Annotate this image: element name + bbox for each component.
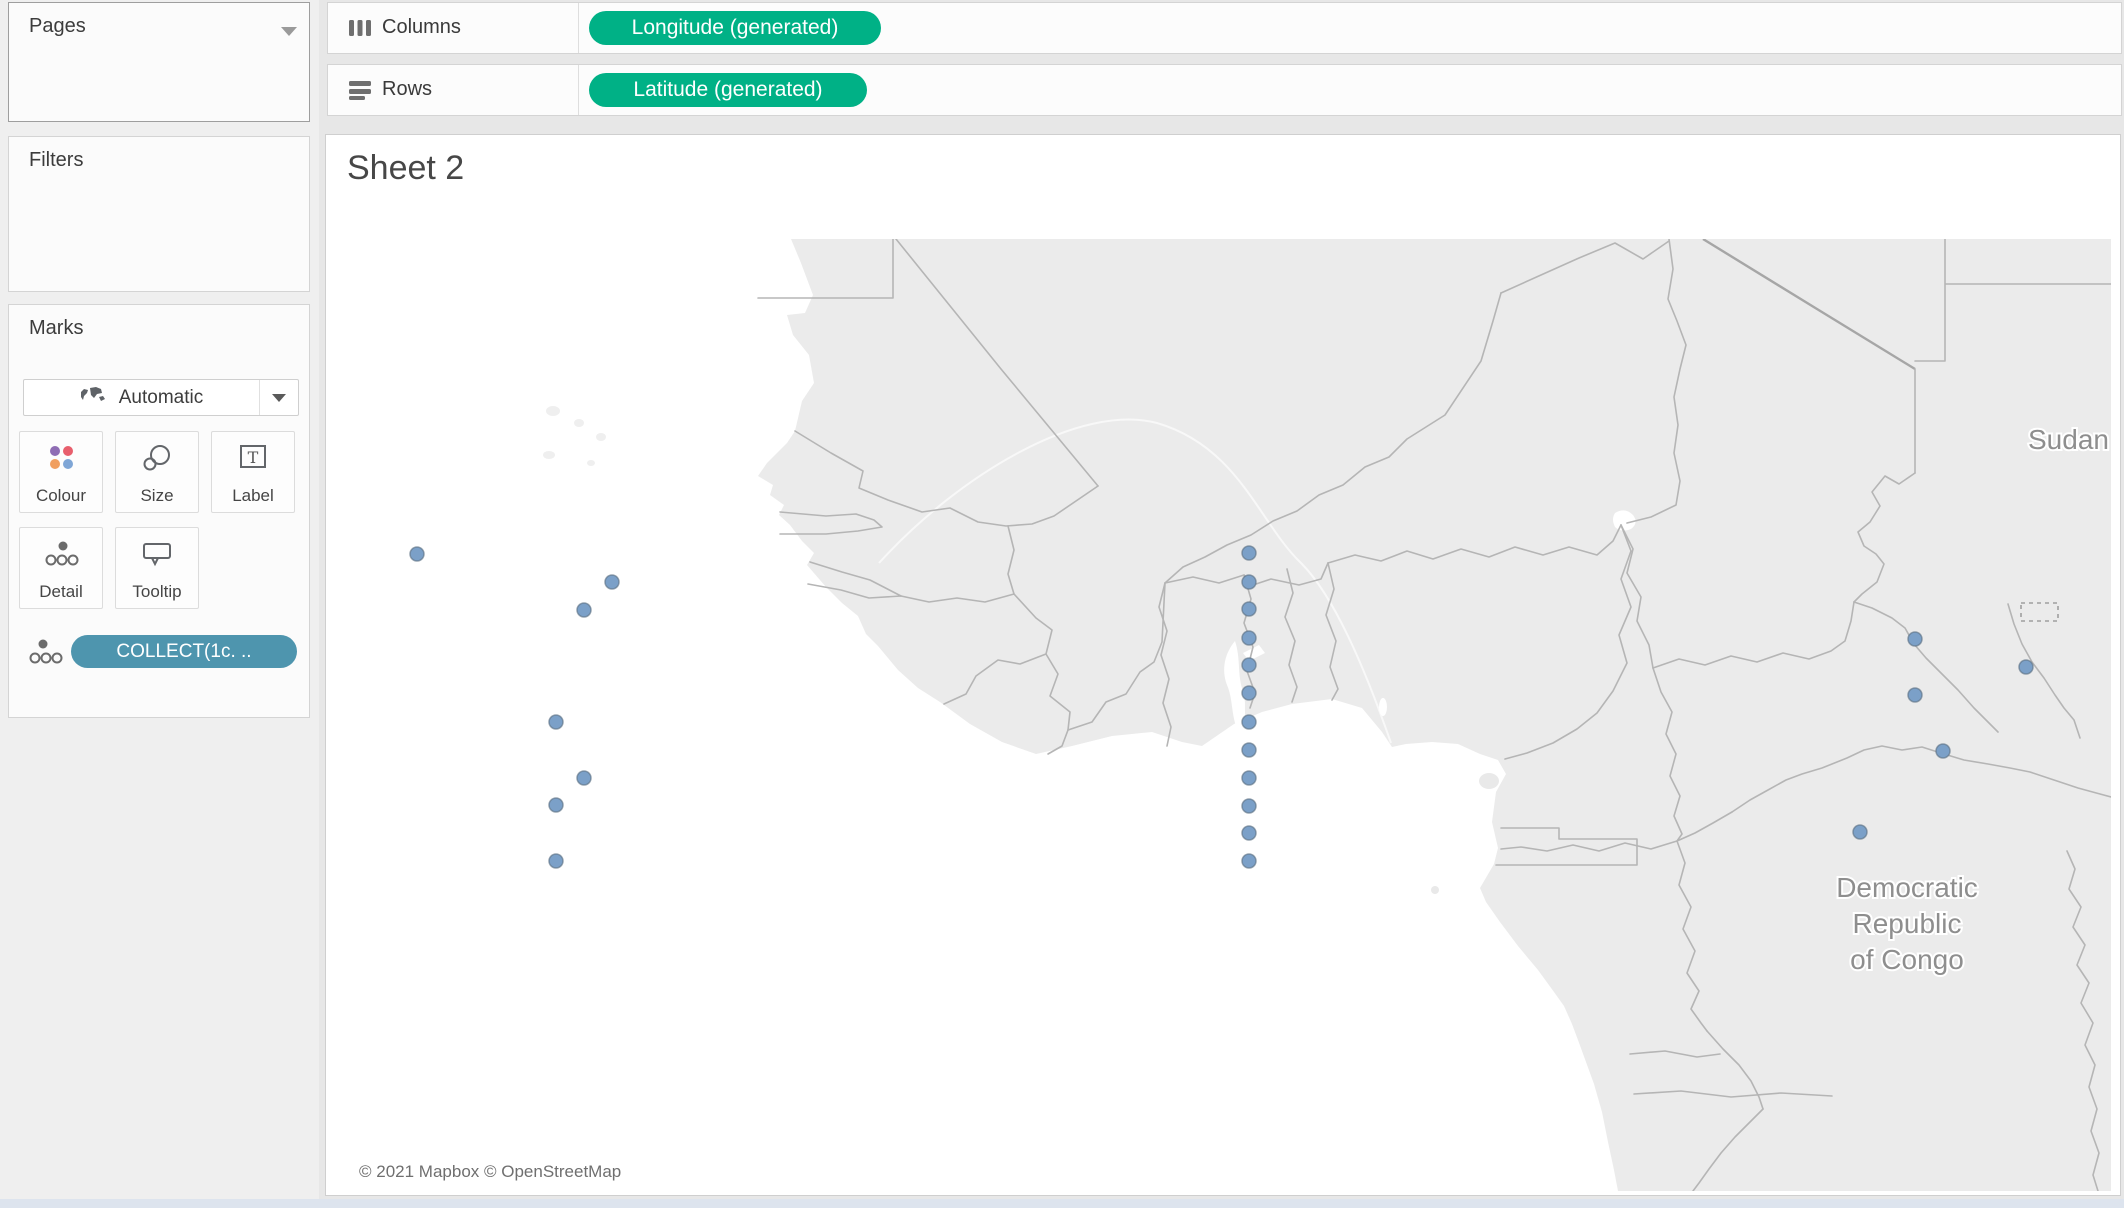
data-marks-layer bbox=[409, 545, 2034, 869]
world-map-icon bbox=[80, 386, 107, 409]
filters-title: Filters bbox=[29, 149, 84, 171]
tooltip-label: Tooltip bbox=[132, 582, 182, 601]
map-mark[interactable] bbox=[548, 797, 564, 813]
map-mark[interactable] bbox=[1241, 574, 1257, 590]
kainji-lake bbox=[1379, 698, 1387, 716]
detail-dots-icon bbox=[20, 540, 102, 568]
map-mark[interactable] bbox=[1241, 545, 1257, 561]
mark-type-dropdown[interactable]: Automatic bbox=[23, 379, 299, 416]
map-mark[interactable] bbox=[1241, 825, 1257, 841]
size-label: Size bbox=[140, 486, 174, 505]
map-mark[interactable] bbox=[1241, 853, 1257, 869]
map-mark[interactable] bbox=[576, 770, 592, 786]
sudan-label: Sudan bbox=[2028, 424, 2109, 455]
tooltip-bubble-icon bbox=[116, 540, 198, 568]
rows-shelf[interactable]: Rows Latitude (generated) bbox=[327, 64, 2122, 116]
svg-text:Republic: Republic bbox=[1853, 908, 1962, 939]
colour-button[interactable]: Colour bbox=[19, 431, 103, 513]
pages-title: Pages bbox=[29, 15, 86, 37]
label-button[interactable]: T Label bbox=[211, 431, 295, 513]
columns-shelf[interactable]: Columns Longitude (generated) bbox=[327, 2, 2122, 54]
detail-dots-icon bbox=[29, 639, 63, 671]
small-island bbox=[1431, 886, 1439, 894]
map-mark[interactable] bbox=[2018, 659, 2034, 675]
map-mark[interactable] bbox=[548, 853, 564, 869]
worksheet-card: Sheet 2 bbox=[325, 134, 2121, 1196]
map-mark[interactable] bbox=[604, 574, 620, 590]
africa-landmass bbox=[758, 239, 2111, 1191]
rows-icon bbox=[348, 80, 372, 105]
svg-text:of Congo: of Congo bbox=[1850, 944, 1964, 975]
map-mark[interactable] bbox=[1241, 657, 1257, 673]
tooltip-button[interactable]: Tooltip bbox=[115, 527, 199, 609]
lake-volta bbox=[1224, 641, 1265, 729]
label-t-icon: T bbox=[212, 444, 294, 470]
marks-title: Marks bbox=[29, 317, 84, 339]
map-mark[interactable] bbox=[1241, 742, 1257, 758]
map-attribution: © 2021 Mapbox © OpenStreetMap bbox=[347, 1157, 634, 1187]
mark-type-value: Automatic bbox=[118, 386, 204, 408]
map-mark[interactable] bbox=[548, 714, 564, 730]
chevron-down-icon[interactable] bbox=[281, 27, 297, 36]
columns-shelf-label: Columns bbox=[382, 16, 461, 38]
country-borders bbox=[757, 239, 2111, 1191]
rows-pill-latitude[interactable]: Latitude (generated) bbox=[589, 73, 867, 107]
map-mark[interactable] bbox=[1241, 770, 1257, 786]
size-circles-icon bbox=[116, 444, 198, 472]
sheet-title: Sheet 2 bbox=[347, 149, 465, 187]
svg-text:Democratic: Democratic bbox=[1836, 872, 1978, 903]
filters-shelf[interactable]: Filters bbox=[8, 136, 310, 292]
map-mark[interactable] bbox=[1241, 601, 1257, 617]
rows-shelf-label: Rows bbox=[382, 78, 433, 100]
label-label: Label bbox=[232, 486, 274, 505]
collect-pill-row: COLLECT(1c. .. bbox=[9, 635, 311, 671]
svg-text:T: T bbox=[248, 448, 259, 467]
disputed-boundary bbox=[2020, 602, 2059, 622]
map-canvas[interactable]: Sudan Democratic Republic of Congo bbox=[347, 239, 2111, 1191]
map-mark[interactable] bbox=[1241, 714, 1257, 730]
columns-icon bbox=[348, 18, 372, 43]
colour-label: Colour bbox=[35, 486, 87, 505]
collect-pill[interactable]: COLLECT(1c. .. bbox=[71, 635, 297, 668]
detail-label: Detail bbox=[39, 582, 83, 601]
sidebar: Pages Filters Marks Automatic bbox=[0, 0, 319, 1208]
shelf-divider bbox=[578, 3, 579, 53]
map-mark[interactable] bbox=[576, 602, 592, 618]
map-mark[interactable] bbox=[1935, 743, 1951, 759]
map-mark[interactable] bbox=[409, 546, 425, 562]
window-bottom-edge bbox=[0, 1199, 2124, 1208]
map-view[interactable]: Sudan Democratic Republic of Congo © 202… bbox=[347, 239, 2111, 1191]
bioko-island bbox=[1479, 773, 1499, 789]
columns-pill-longitude[interactable]: Longitude (generated) bbox=[589, 11, 881, 45]
shelf-divider bbox=[578, 65, 579, 115]
map-mark[interactable] bbox=[1241, 685, 1257, 701]
map-mark[interactable] bbox=[1241, 798, 1257, 814]
size-button[interactable]: Size bbox=[115, 431, 199, 513]
map-mark[interactable] bbox=[1852, 824, 1868, 840]
detail-button[interactable]: Detail bbox=[19, 527, 103, 609]
mark-type-caret[interactable] bbox=[259, 380, 298, 415]
drc-label: Democratic Republic of Congo bbox=[1834, 870, 1980, 977]
pages-shelf[interactable]: Pages bbox=[8, 2, 310, 122]
map-mark[interactable] bbox=[1907, 687, 1923, 703]
lake-chad bbox=[1613, 510, 1636, 531]
marks-panel: Marks Automatic bbox=[8, 304, 310, 718]
map-mark[interactable] bbox=[1907, 631, 1923, 647]
colour-swatches-icon bbox=[20, 444, 102, 472]
cape-verde-islands bbox=[543, 406, 606, 466]
map-mark[interactable] bbox=[1241, 630, 1257, 646]
niger-river bbox=[878, 418, 1392, 744]
